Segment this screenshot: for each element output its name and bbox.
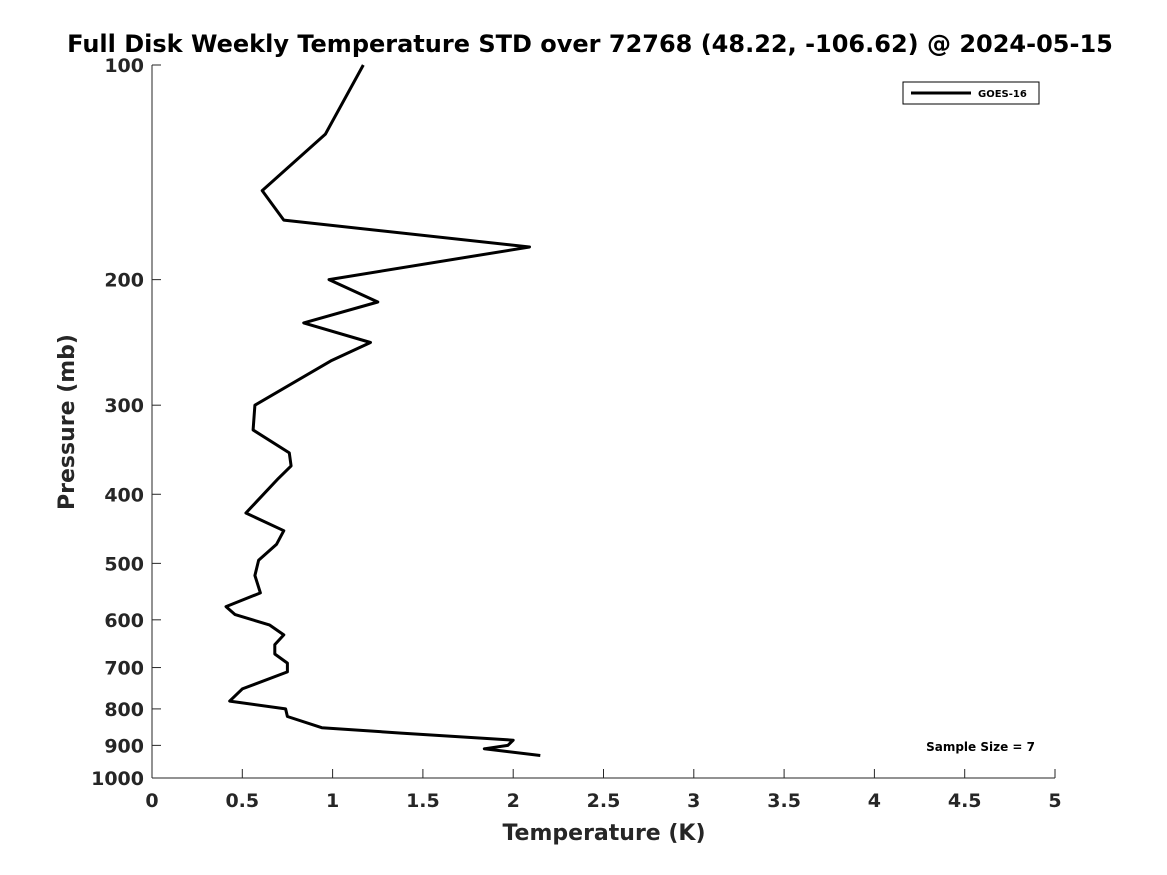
series-line-goes-16 bbox=[224, 64, 541, 757]
y-tick-label: 800 bbox=[104, 699, 144, 721]
y-tick-label: 200 bbox=[104, 270, 144, 292]
x-tick-label: 4.5 bbox=[948, 790, 982, 812]
x-tick-label: 1 bbox=[326, 790, 339, 812]
chart-title: Full Disk Weekly Temperature STD over 72… bbox=[67, 30, 1113, 58]
y-tick-label: 1000 bbox=[91, 768, 144, 790]
x-tick-label: 2.5 bbox=[587, 790, 621, 812]
legend: GOES-16 bbox=[902, 81, 1040, 105]
y-tick-label: 100 bbox=[104, 55, 144, 77]
x-tick-label: 0 bbox=[145, 790, 158, 812]
x-axis-label: Temperature (K) bbox=[502, 821, 705, 846]
y-tick-label: 300 bbox=[104, 395, 144, 417]
x-tick-label: 4 bbox=[868, 790, 881, 812]
x-tick-label: 3.5 bbox=[767, 790, 801, 812]
y-tick-label: 700 bbox=[104, 658, 144, 680]
x-tick-label: 5 bbox=[1048, 790, 1061, 812]
x-tick-label: 1.5 bbox=[406, 790, 440, 812]
y-axis-label: Pressure (mb) bbox=[55, 334, 80, 510]
sample-size-annotation: Sample Size = 7 bbox=[926, 740, 1035, 754]
legend-label-goes-16: GOES-16 bbox=[978, 89, 1027, 100]
y-tick-label: 600 bbox=[104, 610, 144, 632]
y-ticks: 100 200 300 400 500 600 700 800 900 1000 bbox=[91, 55, 161, 790]
y-tick-label: 400 bbox=[104, 484, 144, 506]
x-tick-label: 0.5 bbox=[225, 790, 259, 812]
x-ticks: 0 0.5 1 1.5 2 2.5 3 3.5 4 4.5 5 bbox=[145, 769, 1062, 812]
x-tick-label: 2 bbox=[507, 790, 520, 812]
series-layer bbox=[224, 64, 541, 757]
y-tick-label: 900 bbox=[104, 735, 144, 757]
x-tick-label: 3 bbox=[687, 790, 700, 812]
y-tick-label: 500 bbox=[104, 553, 144, 575]
plot-area bbox=[152, 65, 1055, 778]
